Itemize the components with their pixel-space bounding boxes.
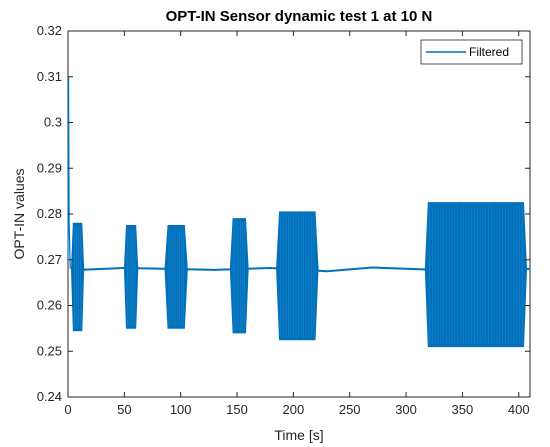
series-oscillation-burst [164,225,188,329]
legend-label-filtered: Filtered [469,45,509,59]
series-baseline [79,266,531,273]
x-tick-label: 0 [64,402,71,417]
y-tick-label: 0.24 [37,389,62,404]
x-tick-label: 350 [452,402,474,417]
x-tick-label: 100 [170,402,192,417]
x-tick-label: 50 [117,402,131,417]
x-tick-label: 200 [283,402,305,417]
y-tick-label: 0.29 [37,160,62,175]
y-tick-label: 0.32 [37,23,62,38]
y-tick-label: 0.28 [37,206,62,221]
x-axis-ticks: 0 50 100 150 200 250 300 350 400 [64,31,530,417]
y-axis-ticks: 0.24 0.25 0.26 0.27 0.28 0.29 0.3 0.31 0.32 [37,23,530,404]
series-oscillation-burst [70,222,85,332]
series-filtered [67,76,531,348]
y-tick-label: 0.31 [37,69,62,84]
y-tick-label: 0.27 [37,252,62,267]
x-axis-label: Time [s] [274,427,323,443]
y-axis-label: OPT-IN values [11,168,27,259]
x-tick-label: 150 [226,402,248,417]
series-oscillation-burst [229,218,249,334]
x-tick-label: 300 [395,402,417,417]
y-tick-label: 0.25 [37,343,62,358]
legend: Filtered [420,39,523,65]
y-tick-label: 0.26 [37,298,62,313]
series-oscillation-burst [276,211,319,341]
x-tick-label: 400 [508,402,530,417]
chart-title: OPT-IN Sensor dynamic test 1 at 10 N [166,8,433,25]
series-oscillation-burst [424,202,528,348]
x-tick-label: 250 [339,402,361,417]
plot-area: 0 50 100 150 200 250 300 350 400 0.240.250.260.2… [37,23,531,417]
y-tick-label: 0.3 [44,115,62,130]
